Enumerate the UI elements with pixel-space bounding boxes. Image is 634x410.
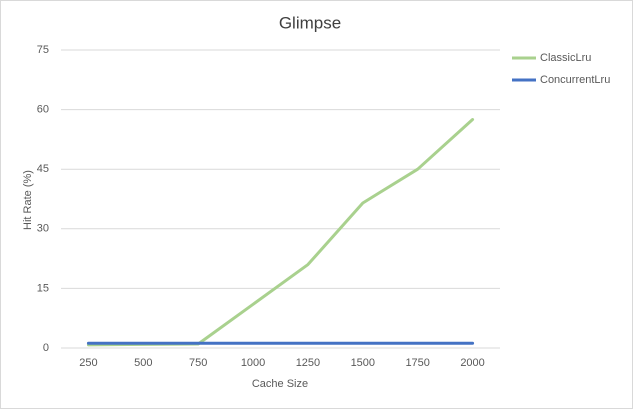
- y-tick-label: 60: [37, 104, 49, 116]
- y-tick-label: 30: [37, 223, 49, 235]
- x-tick-label: 1000: [241, 357, 265, 369]
- y-tick-label: 15: [37, 282, 49, 294]
- y-tick-label: 45: [37, 163, 49, 175]
- legend-label: ConcurrentLru: [540, 74, 610, 86]
- y-axis-label: Hit Rate (%): [22, 170, 34, 230]
- chart-title: Glimpse: [279, 13, 341, 32]
- x-tick-label: 2000: [460, 357, 484, 369]
- x-tick-label: 1500: [351, 357, 375, 369]
- x-axis-label: Cache Size: [252, 378, 308, 390]
- x-tick-label: 250: [79, 357, 97, 369]
- x-tick-label: 750: [189, 357, 207, 369]
- x-tick-label: 1750: [405, 357, 429, 369]
- y-tick-label: 0: [43, 342, 49, 354]
- x-tick-label: 500: [134, 357, 152, 369]
- y-tick-label: 75: [37, 44, 49, 56]
- legend-label: ClassicLru: [540, 52, 591, 64]
- x-tick-label: 1250: [296, 357, 320, 369]
